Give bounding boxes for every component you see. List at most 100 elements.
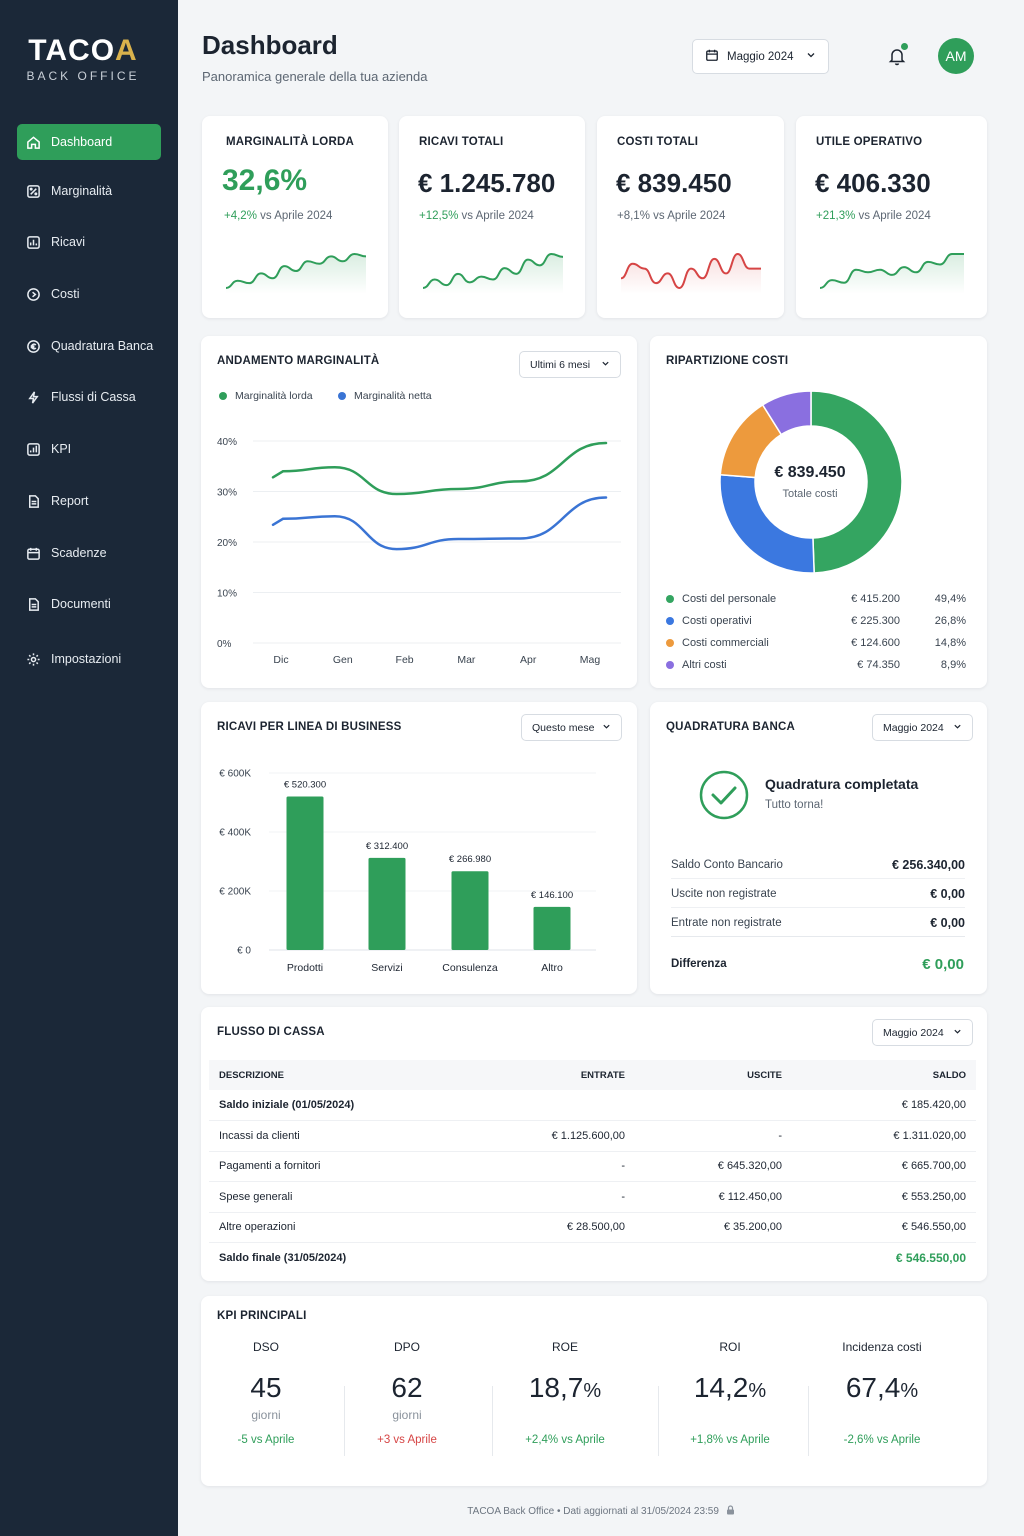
table-cell: € 1.125.600,00 (519, 1120, 635, 1152)
sparkline-area (423, 254, 563, 294)
y-tick-label: € 600K (219, 769, 251, 780)
bank-row: Saldo Conto Bancario € 256.340,00 (671, 851, 965, 879)
column-header: ENTRATE (519, 1060, 635, 1090)
sidebar-item-ricavi[interactable]: Ricavi (17, 224, 161, 260)
sidebar-item-label: Dashboard (51, 135, 113, 149)
delta-value: +12,5% (419, 210, 459, 222)
cassa-period-select[interactable]: Maggio 2024 (872, 1019, 973, 1046)
sidebar-item-label: Marginalità (51, 184, 113, 198)
table-cell: € 28.500,00 (519, 1212, 635, 1243)
x-tick-label: Feb (396, 654, 414, 666)
donut-chart (719, 390, 903, 574)
bank-icon (25, 338, 41, 354)
chart-icon (25, 234, 41, 250)
cost-pct: 26,8% (934, 615, 966, 627)
kpi-card-label: COSTI TOTALI (617, 136, 699, 148)
sidebar: TACOA BACK OFFICE Dashboard Marginalità … (0, 0, 178, 1536)
sparkline-line (819, 253, 964, 289)
table-row: Saldo iniziale (01/05/2024) € 185.420,00 (209, 1090, 976, 1121)
table-cell: € 185.420,00 (792, 1090, 976, 1121)
sidebar-item-kpi[interactable]: KPI (17, 431, 161, 467)
kpi-unit-inline: % (900, 1380, 919, 1402)
kpi-label: DPO (393, 1340, 420, 1354)
period-value: Maggio 2024 (883, 721, 944, 734)
sidebar-item-dashboard[interactable]: Dashboard (17, 124, 161, 160)
kpi-value: 67,4% (822, 1372, 942, 1404)
bar (286, 796, 324, 950)
table-cell: € 112.450,00 (635, 1181, 792, 1213)
notification-dot (901, 43, 908, 50)
kpi-unit: giorni (251, 1408, 281, 1422)
marginalita-card (201, 336, 637, 688)
marginalita-range-select[interactable]: Ultimi 6 mesi (519, 351, 621, 378)
sidebar-item-documenti[interactable]: Documenti (17, 586, 161, 622)
column-header: SALDO (792, 1060, 976, 1090)
period-value: Maggio 2024 (883, 1026, 944, 1039)
kpi-item-roi: ROI 14,2% +1,8% vs Aprile (670, 1340, 790, 1446)
sparkline (620, 252, 761, 294)
sidebar-item-label: Impostazioni (51, 652, 122, 666)
bar-value-label: € 520.300 (284, 780, 326, 791)
sparkline-area (621, 254, 761, 294)
kpi-unit-inline: % (748, 1380, 767, 1402)
table-cell: € 1.311.020,00 (792, 1120, 976, 1152)
cash-flow-table: DESCRIZIONE ENTRATE USCITE SALDO Saldo i… (209, 1060, 976, 1273)
sidebar-item-costi[interactable]: Costi (17, 276, 161, 312)
series-line (271, 441, 608, 496)
kpi-card-value: € 1.245.780 (418, 168, 556, 198)
sidebar-item-scadenze[interactable]: Scadenze (17, 535, 161, 571)
bank-row: Entrate non registrate € 0,00 (671, 909, 965, 937)
kpi-value: 45 (216, 1372, 316, 1404)
legend-dot (338, 392, 346, 401)
kpi-item-dso: DSO 45 giorni -5 vs Aprile (216, 1340, 316, 1446)
costi-title: RIPARTIZIONE COSTI (666, 355, 789, 367)
kpi-label: ROE (551, 1340, 578, 1354)
donut-center-value: € 839.450 (774, 464, 846, 481)
sidebar-item-quadratura-banca[interactable]: Quadratura Banca (17, 328, 161, 364)
kpi-delta: -2,6% vs Aprile (843, 1434, 921, 1446)
kpi-delta: +2,4% vs Aprile (525, 1434, 605, 1446)
kpi-card-value: € 839.450 (616, 168, 732, 198)
calendar-icon (25, 545, 41, 561)
kpi-delta: +1,8% vs Aprile (690, 1434, 770, 1446)
banca-period-select[interactable]: Maggio 2024 (872, 714, 973, 741)
chevron-down-icon (953, 1027, 962, 1039)
sidebar-item-impostazioni[interactable]: Impostazioni (17, 641, 161, 677)
kpi-unit (505, 1408, 625, 1423)
bar-chart: € 600K € 400K € 200K € 0 € 520.300 Prodotti € … (219, 769, 596, 974)
table-cell: Altre operazioni (209, 1212, 519, 1243)
x-tick-label: Altro (541, 962, 563, 974)
legend-item-netta: Marginalità netta (338, 390, 432, 402)
home-icon (25, 134, 41, 150)
cost-legend-row: Costi operativi € 225.300 26,8% (666, 611, 966, 631)
logo-accent: A (115, 34, 138, 67)
sparkline-line (422, 252, 564, 289)
delta-compare: vs Aprile 2024 (653, 210, 726, 222)
bank-diff-value: € 0,00 (922, 956, 964, 973)
avatar[interactable]: AM (938, 38, 974, 74)
sidebar-item-marginalita[interactable]: Marginalità (17, 173, 161, 209)
donut-slice (761, 390, 812, 436)
table-cell (519, 1090, 635, 1121)
table-cell: Incassi da clienti (209, 1120, 519, 1152)
sparkline (422, 252, 564, 294)
sidebar-item-flussi-di-cassa[interactable]: Flussi di Cassa (17, 379, 161, 415)
legend-dot (666, 595, 674, 603)
chevron-down-icon (953, 722, 962, 734)
cost-legend-row: Altri costi € 74.350 8,9% (666, 655, 966, 675)
kpi-principali-title: KPI PRINCIPALI (217, 1310, 307, 1322)
line-chart: 40% 30% 20% 10% 0% Dic Gen Feb Mar Apr Mag (217, 437, 621, 666)
kpi-item-dpo: DPO 62 giorni +3 vs Aprile (357, 1340, 457, 1446)
bar-value-label: € 146.100 (531, 890, 573, 901)
period-select[interactable]: Maggio 2024 (692, 39, 829, 74)
percent-icon (25, 183, 41, 199)
notification-bell-icon[interactable] (886, 43, 908, 67)
sidebar-item-report[interactable]: Report (17, 483, 161, 519)
bar (368, 857, 406, 950)
ricavi-range-select[interactable]: Questo mese (521, 714, 622, 741)
legend-dot (666, 639, 674, 647)
range-value: Ultimi 6 mesi (530, 358, 591, 371)
sparkline-line (225, 252, 367, 289)
bank-row-label: Saldo Conto Bancario (671, 858, 783, 871)
delta-value: +21,3% (816, 210, 856, 222)
